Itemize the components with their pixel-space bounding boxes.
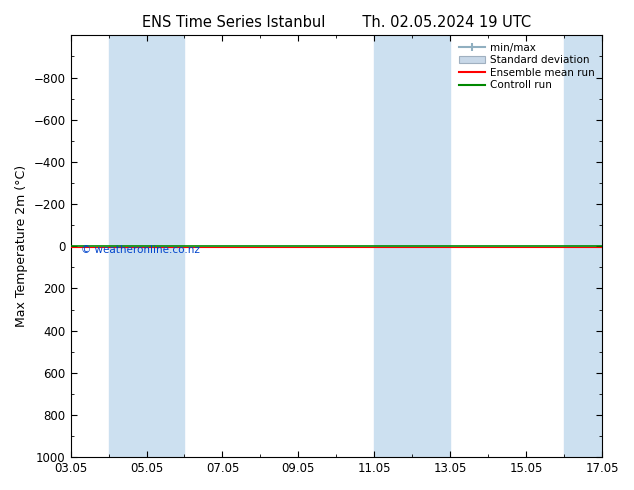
Bar: [564, 35, 602, 457]
Bar: [374, 35, 450, 457]
Y-axis label: Max Temperature 2m (°C): Max Temperature 2m (°C): [15, 165, 28, 327]
Bar: [108, 35, 184, 457]
Title: ENS Time Series Istanbul        Th. 02.05.2024 19 UTC: ENS Time Series Istanbul Th. 02.05.2024 …: [142, 15, 531, 30]
Legend: min/max, Standard deviation, Ensemble mean run, Controll run: min/max, Standard deviation, Ensemble me…: [457, 41, 597, 93]
Text: © weatheronline.co.nz: © weatheronline.co.nz: [81, 245, 200, 255]
